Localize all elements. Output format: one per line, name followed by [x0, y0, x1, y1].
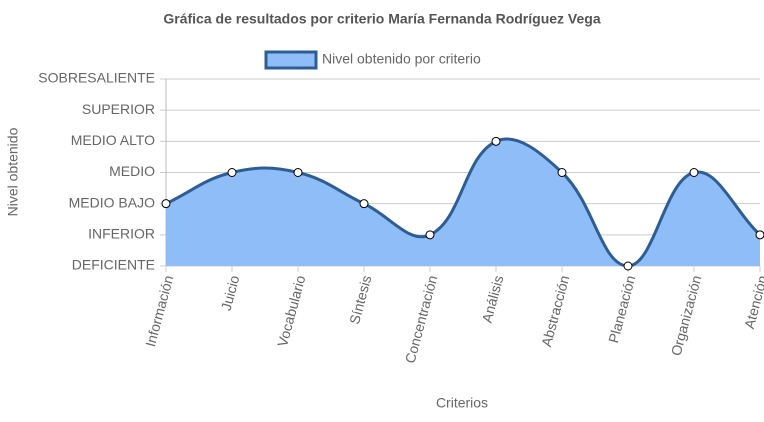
- x-tick-label: Información: [142, 274, 176, 349]
- legend-swatch: [264, 50, 318, 70]
- point: [623, 261, 633, 271]
- y-tick-label: INFERIOR: [88, 226, 155, 242]
- point: [161, 199, 171, 209]
- y-tick-label: MEDIO: [109, 163, 155, 179]
- x-tick-label: Juicio: [218, 273, 243, 312]
- point: [491, 136, 501, 146]
- point: [359, 199, 369, 209]
- x-axis-title: Criterios: [436, 395, 488, 411]
- point: [755, 230, 764, 240]
- y-tick-label: MEDIO ALTO: [71, 132, 155, 148]
- x-tick-label: Atención: [741, 274, 764, 331]
- y-tick-label: DEFICIENTE: [72, 257, 155, 273]
- y-tick-label: SOBRESALIENTE: [38, 70, 155, 86]
- x-tick-label: Síntesis: [346, 274, 374, 326]
- point: [557, 168, 567, 177]
- x-tick-label: Concentración: [402, 274, 441, 365]
- x-tick-label: Abstracción: [538, 274, 572, 349]
- chart-title: Gráfica de resultados por criterio María…: [163, 11, 600, 27]
- point: [293, 168, 303, 177]
- y-tick-label: SUPERIOR: [82, 101, 155, 117]
- legend-label: Nivel obtenido por criterio: [322, 51, 481, 67]
- line: [165, 137, 762, 268]
- point: [227, 168, 237, 177]
- area: [166, 138, 760, 266]
- x-tick-label: Vocabulario: [274, 273, 308, 348]
- x-tick-label: Planeación: [605, 274, 638, 345]
- point: [425, 230, 435, 240]
- y-axis-title: Nivel obtenido: [5, 127, 21, 216]
- y-tick-label: MEDIO BAJO: [69, 194, 155, 210]
- point: [689, 168, 699, 177]
- x-tick-label: Organización: [668, 274, 705, 358]
- x-tick-label: Análisis: [479, 274, 507, 325]
